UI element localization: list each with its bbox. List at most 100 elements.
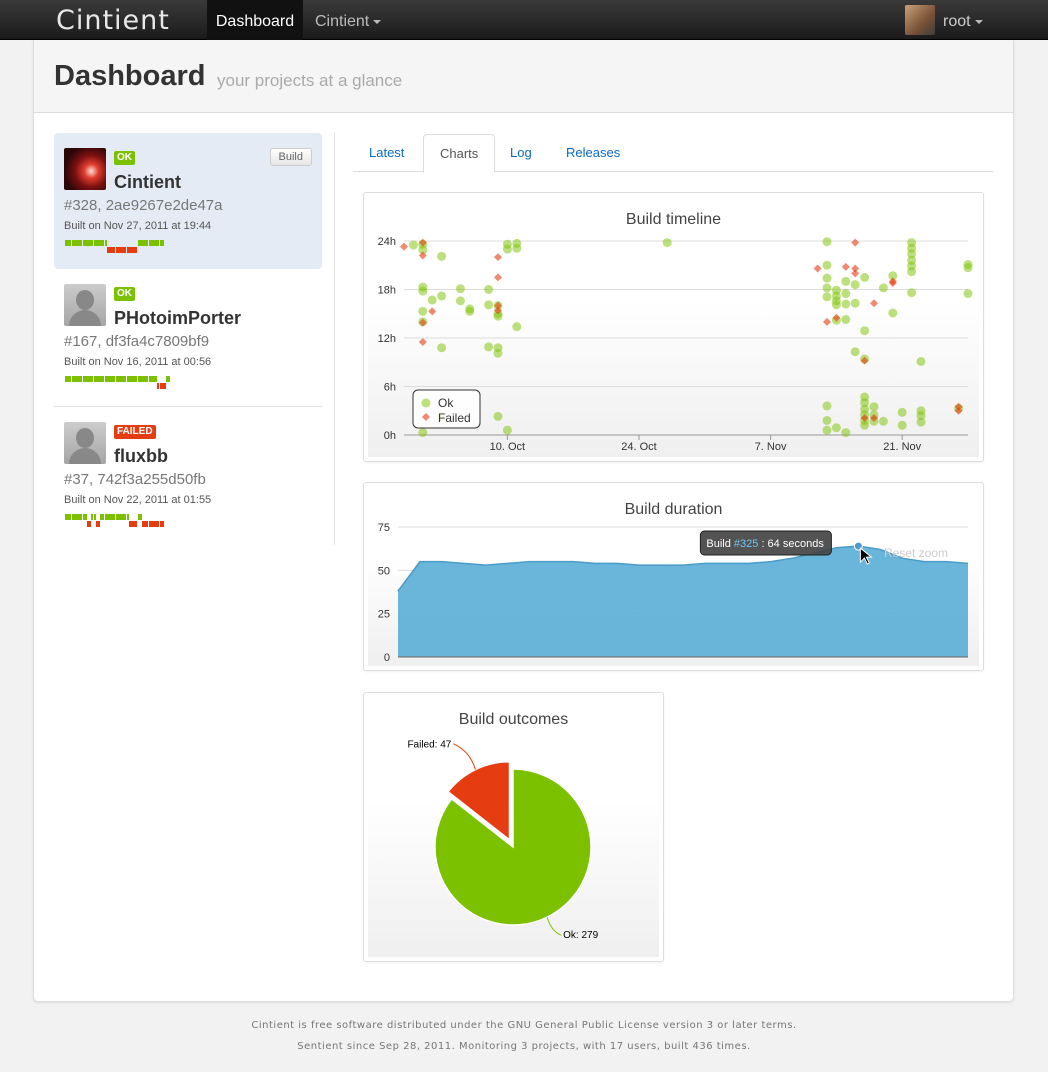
x-tick-label: 10. Oct bbox=[490, 441, 525, 453]
project-item-photoimporter[interactable]: OK PHotoimPorter #167, df3fa4c7809bf9 Bu… bbox=[54, 269, 322, 407]
brand-logo[interactable]: Cintient bbox=[56, 5, 170, 36]
scatter-point-ok bbox=[897, 420, 907, 430]
build-bar-failed bbox=[142, 521, 144, 527]
y-tick-label: 24h bbox=[378, 236, 396, 248]
build-bar-ok bbox=[93, 240, 96, 246]
build-bar-ok bbox=[104, 376, 107, 382]
build-bar-failed bbox=[161, 383, 164, 389]
build-bar-ok bbox=[109, 376, 111, 382]
scatter-point-failed bbox=[870, 299, 878, 308]
build-bar-ok bbox=[78, 514, 81, 520]
nav-cintient-menu[interactable]: Cintient bbox=[315, 0, 382, 40]
build-history-bars bbox=[65, 240, 185, 256]
scatter-point-ok bbox=[860, 326, 870, 336]
scatter-point-ok bbox=[963, 259, 973, 269]
build-bar-ok bbox=[93, 514, 96, 520]
project-name[interactable]: fluxbb bbox=[114, 446, 168, 466]
chart-title: Build timeline bbox=[625, 211, 722, 228]
scatter-point-ok bbox=[465, 304, 475, 314]
build-bar-failed bbox=[135, 247, 138, 253]
scatter-point-ok bbox=[878, 283, 888, 293]
project-name[interactable]: PHotoimPorter bbox=[114, 308, 242, 328]
scatter-point-ok bbox=[512, 322, 522, 332]
scatter-point-ok bbox=[831, 291, 841, 301]
nav-dashboard[interactable]: Dashboard bbox=[207, 0, 303, 40]
build-bar-failed bbox=[122, 247, 125, 253]
build-bar-failed bbox=[128, 521, 131, 527]
build-bar-ok bbox=[161, 240, 164, 246]
build-bar-ok bbox=[67, 514, 70, 520]
user-menu[interactable]: root bbox=[943, 0, 983, 43]
scatter-point-ok bbox=[850, 347, 860, 357]
scatter-point-ok bbox=[502, 244, 512, 254]
main-container: Dashboard your projects at a glance OK C… bbox=[33, 40, 1014, 1002]
page-header: Dashboard your projects at a glance bbox=[34, 40, 1013, 113]
build-bar-ok bbox=[73, 240, 76, 246]
scatter-point-ok bbox=[860, 420, 870, 430]
build-bar-failed bbox=[115, 247, 118, 253]
build-bar-failed bbox=[135, 521, 138, 527]
build-bar-ok bbox=[91, 514, 94, 520]
y-tick-label: 0 bbox=[384, 652, 390, 664]
duration-line bbox=[397, 545, 969, 592]
build-bar-ok bbox=[73, 514, 76, 520]
build-bar-failed bbox=[164, 383, 166, 389]
build-bar-ok bbox=[124, 514, 127, 520]
scatter-point-ok bbox=[963, 289, 973, 299]
page-title: Dashboard bbox=[54, 60, 206, 92]
project-item-cintient[interactable]: OK Cintient Build #328, 2ae9267e2de47a B… bbox=[54, 133, 322, 269]
scatter-point-failed bbox=[860, 414, 869, 423]
scatter-point-ok bbox=[512, 243, 522, 253]
build-bar-ok bbox=[146, 376, 149, 382]
build-bar-ok bbox=[106, 514, 109, 520]
y-tick-label: 50 bbox=[378, 565, 390, 577]
y-tick-label: 12h bbox=[378, 333, 396, 345]
tab-releases[interactable]: Releases bbox=[566, 145, 621, 160]
scatter-point-ok bbox=[493, 411, 503, 421]
projects-sidebar: OK Cintient Build #328, 2ae9267e2de47a B… bbox=[54, 133, 322, 545]
build-bar-ok bbox=[120, 376, 122, 382]
build-bar-ok bbox=[113, 376, 116, 382]
build-bar-ok bbox=[124, 376, 127, 382]
scatter-point-ok bbox=[860, 272, 870, 282]
scatter-point-ok bbox=[418, 306, 428, 316]
project-build-id: #167, df3fa4c7809bf9 bbox=[64, 333, 210, 350]
scatter-point-ok bbox=[822, 260, 832, 270]
build-bar-ok bbox=[76, 514, 78, 520]
build-bar-ok bbox=[159, 240, 162, 246]
build-bar-ok bbox=[91, 240, 94, 246]
scatter-point-ok bbox=[484, 285, 494, 294]
pie-label-failed: Failed: 47 bbox=[407, 740, 451, 751]
build-bar-ok bbox=[73, 376, 76, 382]
build-bar-ok bbox=[71, 240, 74, 246]
build-bar-ok bbox=[153, 240, 155, 246]
scatter-point-failed bbox=[418, 251, 427, 260]
tooltip-box bbox=[699, 530, 832, 556]
scatter-point-ok bbox=[437, 251, 447, 261]
scatter-point-ok bbox=[878, 416, 888, 426]
build-bar-ok bbox=[93, 376, 96, 382]
tab-latest[interactable]: Latest bbox=[369, 145, 405, 160]
build-bar-ok bbox=[150, 240, 153, 246]
build-bar-ok bbox=[128, 376, 131, 382]
project-item-fluxbb[interactable]: FAILED fluxbb #37, 742f3a255d50fb Built … bbox=[54, 407, 322, 545]
project-name[interactable]: Cintient bbox=[114, 172, 181, 192]
y-tick-label: 6h bbox=[384, 382, 396, 394]
tab-charts[interactable]: Charts bbox=[423, 134, 496, 173]
reset-zoom-button[interactable]: Reset zoom bbox=[884, 546, 948, 560]
footer-license: Cintient is free software distributed un… bbox=[251, 1020, 797, 1031]
build-button[interactable]: Build bbox=[269, 148, 312, 166]
scatter-point-failed bbox=[418, 338, 427, 347]
build-bar-ok bbox=[113, 514, 116, 520]
user-avatar[interactable] bbox=[905, 5, 935, 35]
scatter-point-ok bbox=[437, 343, 447, 353]
chart-title: Build duration bbox=[624, 501, 723, 518]
legend-box bbox=[412, 389, 481, 429]
build-bar-ok bbox=[102, 240, 105, 246]
tab-log[interactable]: Log bbox=[510, 145, 532, 160]
scatter-point-ok bbox=[869, 402, 879, 412]
build-bar-ok bbox=[115, 376, 118, 382]
build-bar-failed bbox=[159, 521, 162, 527]
scatter-point-ok bbox=[455, 284, 465, 294]
build-bar-failed bbox=[131, 521, 133, 527]
